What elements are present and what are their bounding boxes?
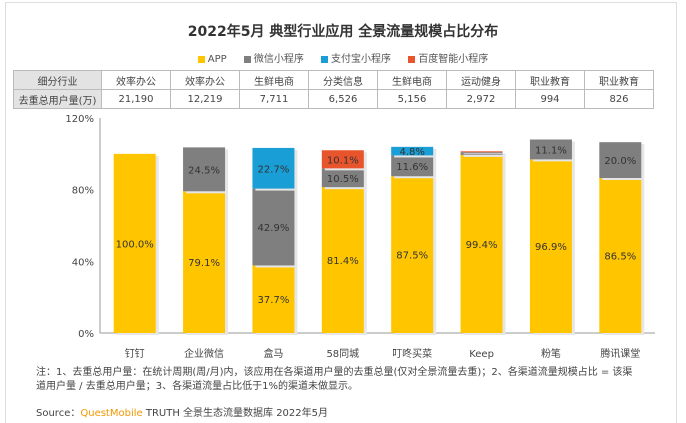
x-tick-label: 腾讯课堂 <box>600 347 640 360</box>
legend: APP 微信小程序 支付宝小程序 百度智能小程序 <box>0 50 686 65</box>
y-tick-label: 120% <box>65 114 94 125</box>
table-cell-users: 826 <box>584 89 654 109</box>
data-label: 37.7% <box>258 295 290 306</box>
legend-app: APP <box>197 54 227 65</box>
row-header-users: 去重总用户量(万) <box>13 89 102 109</box>
legend-wechat: 微信小程序 <box>243 54 304 65</box>
x-tick-label: Keep <box>469 349 494 360</box>
table-cell-users: 5,156 <box>377 89 447 109</box>
chart-title: 2022年5月 典型行业应用 全景流量规模占比分布 <box>187 24 499 40</box>
x-tick-label: 叮咚买菜 <box>392 347 432 360</box>
bar-segment-百度智能小程序 <box>321 150 364 169</box>
table-cell-users: 994 <box>515 89 585 109</box>
bar-segment-APP <box>321 187 364 333</box>
x-tick-label: 企业微信 <box>184 347 224 360</box>
bar-segment-微信小程序 <box>183 147 226 192</box>
legend-alipay: 支付宝小程序 <box>321 54 391 65</box>
bar-segment-微信小程序 <box>391 155 434 177</box>
data-label: 4.8% <box>399 147 424 158</box>
y-tick-label: 80% <box>72 186 94 197</box>
bar-segment-支付宝小程序 <box>252 147 295 189</box>
info-table: 细分行业 效率办公 效率办公 生鲜电商 分类信息 生鲜电商 运动健身 职业教育 职业教育 去重总… <box>13 70 654 109</box>
data-label: 10.5% <box>327 174 359 185</box>
data-label: 20.0% <box>604 156 636 167</box>
bar-segment-微信小程序 <box>599 142 642 179</box>
x-tick-label: 粉笔 <box>541 347 561 360</box>
bar-segment-微信小程序 <box>529 139 572 160</box>
data-label: 99.4% <box>466 240 498 251</box>
table-cell-users: 21,190 <box>101 89 171 109</box>
bar-shadow <box>463 153 506 155</box>
x-tick-label: 盒马 <box>263 347 283 360</box>
bar-segment-微信小程序 <box>321 168 364 188</box>
data-label: 42.9% <box>258 223 290 234</box>
bar-segment-APP <box>529 159 572 333</box>
bar-segment-APP <box>183 191 226 333</box>
bar-segment-支付宝小程序 <box>391 146 434 156</box>
data-label: 10.1% <box>327 155 359 166</box>
data-label: 100.0% <box>116 239 154 250</box>
bar-segment-百度智能小程序 <box>460 151 503 153</box>
bar-segment-APP <box>599 178 642 333</box>
data-label: 11.6% <box>396 162 428 173</box>
bar-segment-APP <box>391 176 434 333</box>
table-cell-users: 2,972 <box>446 89 516 109</box>
data-label: 87.5% <box>396 251 428 262</box>
brand-name: QuestMobile <box>80 408 143 419</box>
y-tick-label: 40% <box>72 257 94 268</box>
footnote: 注：1、去重总用户量：在统计周期(周/月)内，该应用在各渠道用户量的去重总量(仅… <box>36 367 633 392</box>
legend-baidu: 百度智能小程序 <box>408 54 488 65</box>
data-label: 24.5% <box>188 165 220 176</box>
data-label: 86.5% <box>604 252 636 263</box>
card-border <box>5 2 677 423</box>
data-label: 11.1% <box>535 145 567 156</box>
bar-segment-APP <box>113 153 156 333</box>
data-label: 81.4% <box>327 256 359 267</box>
bar-segment-APP <box>460 154 503 333</box>
data-label: 22.7% <box>258 164 290 175</box>
x-tick-label: 钉钉 <box>125 348 145 360</box>
bar-shadow <box>463 154 506 157</box>
bar-segment-APP <box>252 265 295 333</box>
row-header-industry: 细分行业 <box>13 70 102 90</box>
data-label: 79.1% <box>188 258 220 269</box>
y-tick-label: 0% <box>78 329 94 340</box>
source-line: Source：QuestMobile TRUTH 全景生态流量数据库 2022年… <box>36 408 329 419</box>
x-tick-label: 58同城 <box>326 348 359 360</box>
data-label: 96.9% <box>535 242 567 253</box>
bar-segment-微信小程序 <box>252 188 295 266</box>
